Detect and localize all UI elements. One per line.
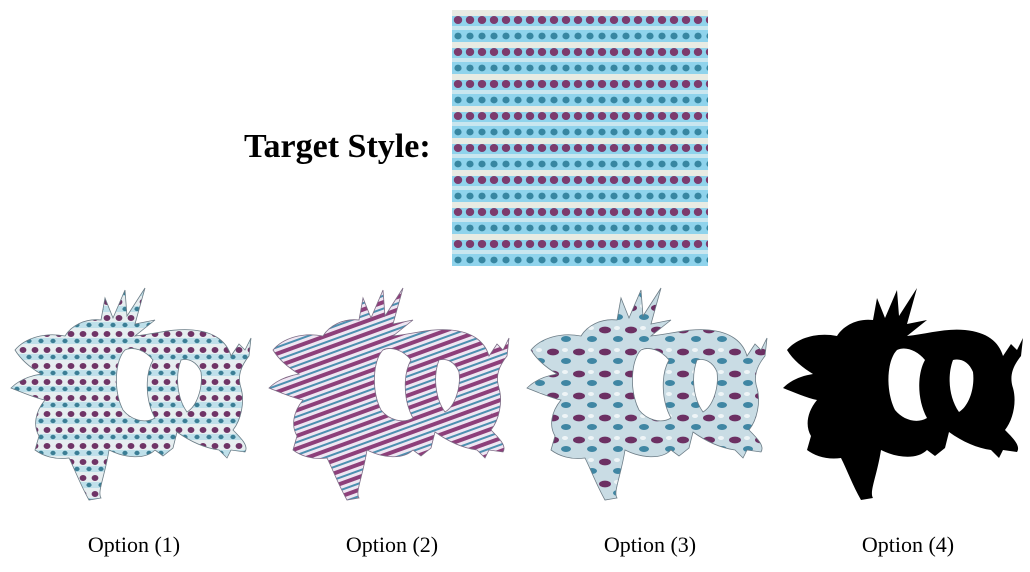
dragon-option-2-render <box>268 287 510 501</box>
option-2-caption: Option (2) <box>345 532 439 557</box>
dragon-option-1-render <box>10 287 252 501</box>
dragon-option-4-silhouette <box>783 288 1023 500</box>
option-3-caption: Option (3) <box>603 532 697 557</box>
dragon-option-3-render <box>526 287 768 501</box>
target-style-texture <box>452 10 708 266</box>
target-style-label: Target Style: <box>244 128 431 165</box>
option-4-caption: Option (4) <box>861 532 955 557</box>
option-1-caption: Option (1) <box>87 532 181 557</box>
